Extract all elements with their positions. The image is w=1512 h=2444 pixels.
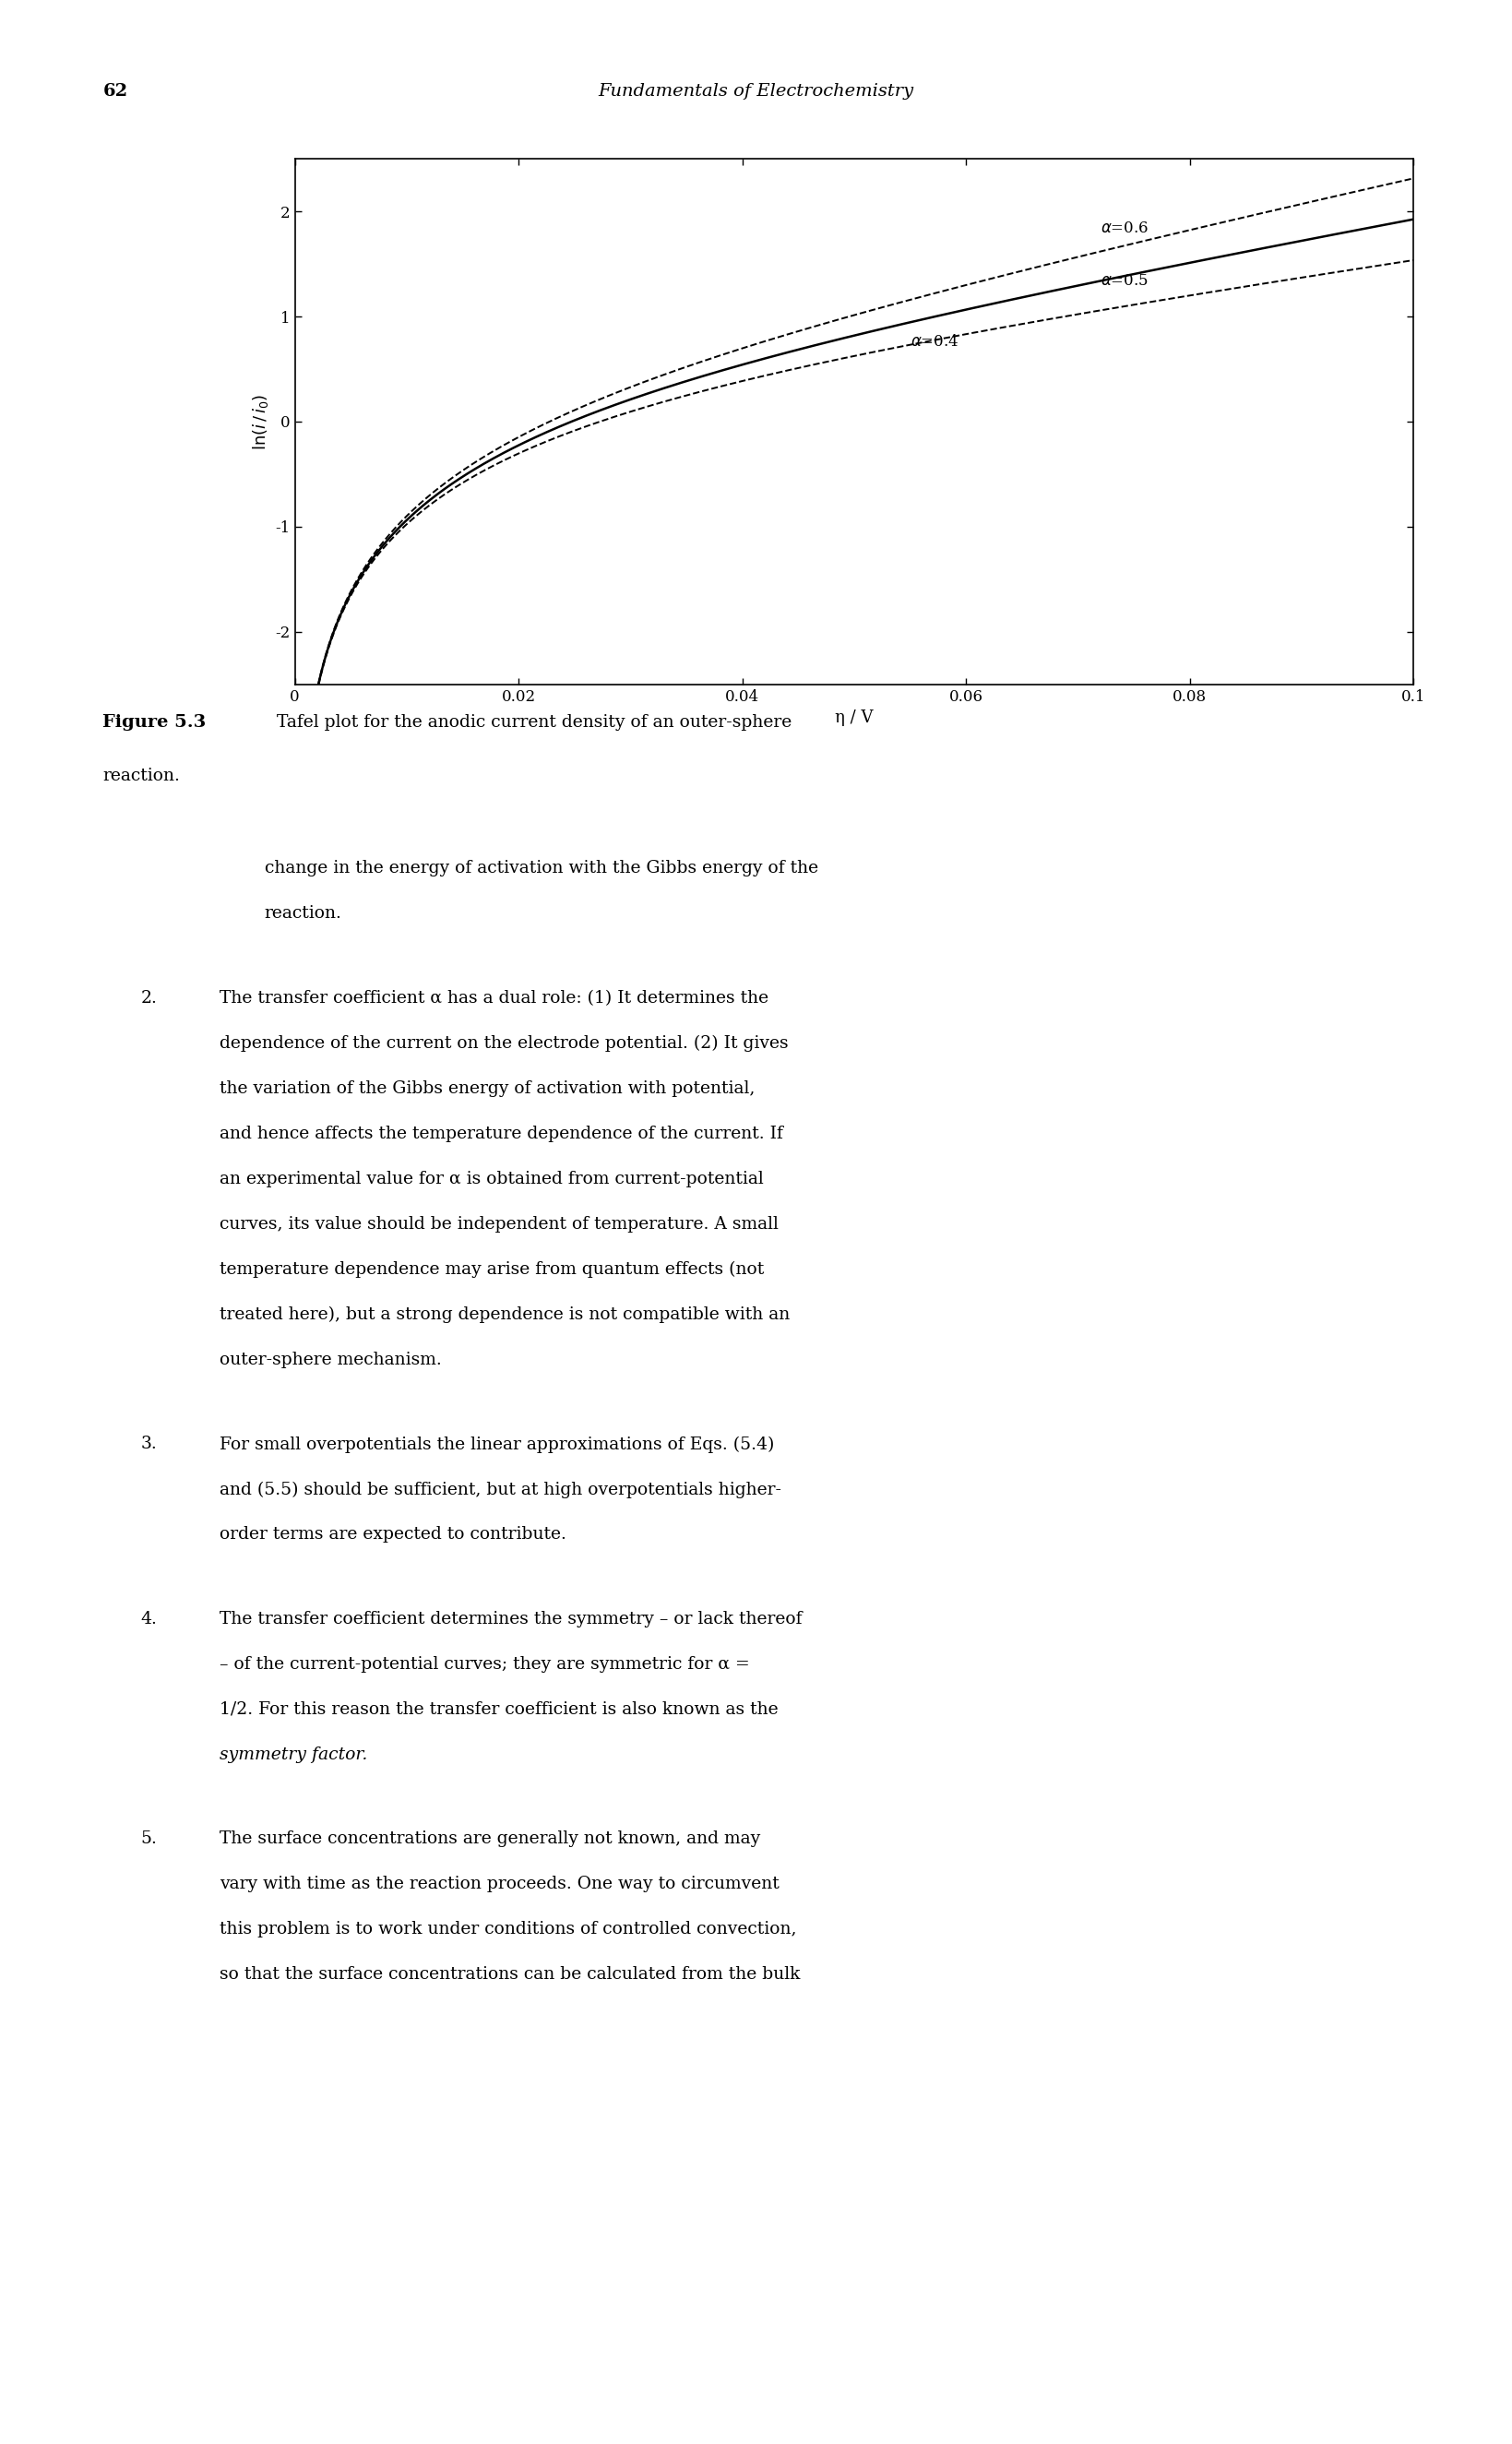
Text: and (5.5) should be sufficient, but at high overpotentials higher-: and (5.5) should be sufficient, but at h… (219, 1481, 782, 1498)
Text: vary with time as the reaction proceeds. One way to circumvent: vary with time as the reaction proceeds.… (219, 1877, 779, 1892)
Text: Figure 5.3: Figure 5.3 (103, 714, 206, 731)
Text: change in the energy of activation with the Gibbs energy of the: change in the energy of activation with … (265, 860, 818, 877)
Text: treated here), but a strong dependence is not compatible with an: treated here), but a strong dependence i… (219, 1305, 789, 1322)
Text: 2.: 2. (141, 990, 157, 1007)
Text: curves, its value should be independent of temperature. A small: curves, its value should be independent … (219, 1215, 779, 1232)
X-axis label: η / V: η / V (835, 709, 874, 726)
Text: this problem is to work under conditions of controlled convection,: this problem is to work under conditions… (219, 1921, 797, 1938)
Text: – of the current-potential curves; they are symmetric for α =: – of the current-potential curves; they … (219, 1655, 750, 1672)
Text: outer-sphere mechanism.: outer-sphere mechanism. (219, 1352, 442, 1369)
Text: The surface concentrations are generally not known, and may: The surface concentrations are generally… (219, 1831, 761, 1848)
Text: the variation of the Gibbs energy of activation with potential,: the variation of the Gibbs energy of act… (219, 1080, 754, 1097)
Text: The transfer coefficient determines the symmetry – or lack thereof: The transfer coefficient determines the … (219, 1611, 801, 1628)
Text: dependence of the current on the electrode potential. (2) It gives: dependence of the current on the electro… (219, 1034, 788, 1051)
Text: $\alpha$=0.5: $\alpha$=0.5 (1101, 274, 1149, 288)
Text: 4.: 4. (141, 1611, 157, 1628)
Text: so that the surface concentrations can be calculated from the bulk: so that the surface concentrations can b… (219, 1965, 800, 1982)
Text: 62: 62 (103, 83, 129, 100)
Y-axis label: $\ln(i\,/\,i_0)$: $\ln(i\,/\,i_0)$ (251, 393, 271, 450)
Text: and hence affects the temperature dependence of the current. If: and hence affects the temperature depend… (219, 1124, 783, 1141)
Text: an experimental value for α is obtained from current-potential: an experimental value for α is obtained … (219, 1171, 764, 1188)
Text: temperature dependence may arise from quantum effects (not: temperature dependence may arise from qu… (219, 1261, 764, 1278)
Text: reaction.: reaction. (265, 904, 342, 921)
Text: For small overpotentials the linear approximations of Eqs. (5.4): For small overpotentials the linear appr… (219, 1435, 774, 1452)
Text: The transfer coefficient α has a dual role: (1) It determines the: The transfer coefficient α has a dual ro… (219, 990, 768, 1007)
Text: symmetry factor.: symmetry factor. (219, 1745, 367, 1762)
Text: $\alpha$=0.4: $\alpha$=0.4 (910, 335, 959, 349)
Text: 5.: 5. (141, 1831, 157, 1848)
Text: 3.: 3. (141, 1435, 157, 1452)
Text: Fundamentals of Electrochemistry: Fundamentals of Electrochemistry (599, 83, 913, 100)
Text: Tafel plot for the anodic current density of an outer-sphere: Tafel plot for the anodic current densit… (277, 714, 792, 731)
Text: order terms are expected to contribute.: order terms are expected to contribute. (219, 1525, 565, 1542)
Text: reaction.: reaction. (103, 767, 180, 785)
Text: $\alpha$=0.6: $\alpha$=0.6 (1101, 220, 1149, 237)
Text: 1/2. For this reason the transfer coefficient is also known as the: 1/2. For this reason the transfer coeffi… (219, 1701, 779, 1718)
